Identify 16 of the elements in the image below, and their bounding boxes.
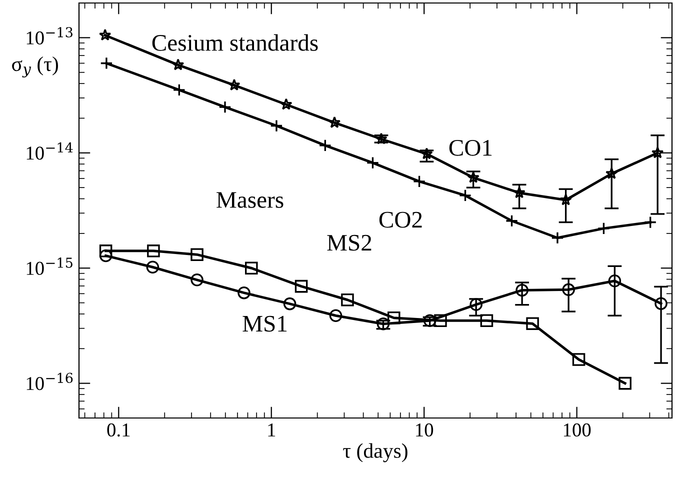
annotation: Masers bbox=[216, 192, 284, 208]
x-tick-label: 1 bbox=[268, 424, 276, 436]
x-tick-label: 10 bbox=[416, 423, 434, 437]
y-tick-label: 10$^{−14}$ bbox=[26, 142, 73, 160]
x-axis-title: τ (days) bbox=[343, 443, 408, 462]
series-label: CO2 bbox=[379, 212, 422, 228]
series-label: MS1 bbox=[242, 316, 287, 332]
series-label: CO1 bbox=[449, 140, 492, 156]
y-tick-label: 10$^{−15}$ bbox=[26, 258, 72, 275]
y-tick-label: 10$^{−16}$ bbox=[26, 372, 73, 390]
annotation: Cesium standards bbox=[152, 34, 318, 51]
y-tick-label: 10$^{−13}$ bbox=[26, 27, 72, 44]
x-tick-label: 100 bbox=[564, 423, 591, 437]
y-axis-title: σ$_{y}$ (τ) bbox=[12, 56, 58, 78]
x-tick-label: 0.1 bbox=[107, 423, 130, 437]
series-label: MS2 bbox=[327, 234, 372, 251]
